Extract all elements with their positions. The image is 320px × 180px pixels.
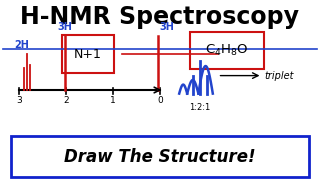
- Text: 0: 0: [157, 96, 163, 105]
- Text: 3: 3: [16, 96, 22, 105]
- Text: $\mathregular{C_4H_8O}$: $\mathregular{C_4H_8O}$: [205, 43, 249, 58]
- Text: 3H: 3H: [58, 22, 73, 32]
- Text: 1: 1: [110, 96, 116, 105]
- FancyBboxPatch shape: [11, 136, 309, 177]
- FancyBboxPatch shape: [190, 31, 264, 69]
- Text: triplet: triplet: [264, 71, 293, 81]
- Text: 3H: 3H: [160, 22, 175, 32]
- Text: 2: 2: [63, 96, 69, 105]
- Text: N+1: N+1: [74, 48, 102, 60]
- Text: Draw The Structure!: Draw The Structure!: [64, 148, 256, 166]
- Text: 2H: 2H: [14, 40, 29, 50]
- FancyBboxPatch shape: [62, 35, 114, 73]
- Text: 1:2:1: 1:2:1: [189, 103, 211, 112]
- Text: H-NMR Spectroscopy: H-NMR Spectroscopy: [20, 5, 300, 29]
